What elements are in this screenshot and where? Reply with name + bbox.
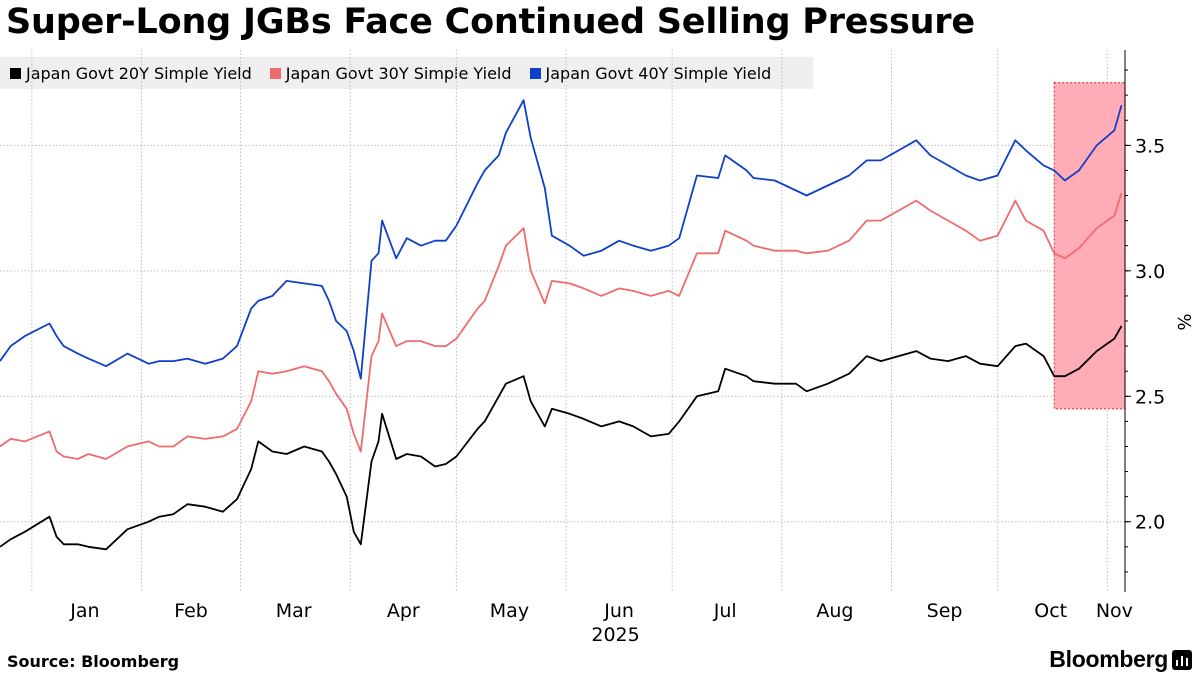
legend: Japan Govt 20Y Simple Yield Japan Govt 3… [0, 57, 813, 89]
legend-label-40y: Japan Govt 40Y Simple Yield [545, 63, 772, 83]
brand-logo: Bloomberg [1049, 646, 1192, 673]
brand-name: Bloomberg [1049, 646, 1168, 672]
x-tick-label: Jun [603, 600, 634, 622]
legend-item-40y: Japan Govt 40Y Simple Yield [529, 63, 772, 83]
grid [0, 50, 1125, 592]
legend-label-20y: Japan Govt 20Y Simple Yield [26, 63, 252, 83]
x-tick-label: Jan [69, 600, 99, 622]
y-tick-label: 3.0 [1135, 261, 1165, 283]
legend-item-30y: Japan Govt 30Y Simple Yield [269, 63, 512, 83]
bloomberg-terminal-icon [1172, 649, 1192, 670]
series-line-1 [0, 192, 1123, 460]
x-tick-label: May [490, 600, 529, 622]
x-tick-label: Nov [1096, 600, 1133, 622]
axes: 2.0 2.5 3.0 3.5% Jan Feb Mar Apr May Jun Jul Aug Sep… [69, 50, 1194, 646]
series-line-0 [0, 325, 1123, 551]
legend-label-30y: Japan Govt 30Y Simple Yield [285, 63, 512, 83]
series-lines [0, 99, 1123, 551]
x-tick-label: Apr [387, 600, 420, 622]
legend-swatch-40y [529, 67, 541, 79]
x-year-label: 2025 [591, 624, 639, 646]
y-tick-label: 3.5 [1135, 135, 1165, 157]
highlight-region [1053, 82, 1126, 410]
y-axis-label: % [1173, 313, 1194, 330]
x-tick-label: Mar [276, 600, 312, 622]
highlight-box [1053, 82, 1126, 410]
y-tick-label: 2.5 [1135, 386, 1165, 408]
x-tick-label: Aug [816, 600, 853, 622]
legend-swatch-20y [10, 67, 21, 79]
x-tick-label: Oct [1034, 600, 1067, 622]
x-tick-label: Sep [927, 600, 963, 622]
x-tick-label: Feb [174, 600, 208, 622]
legend-swatch-30y [269, 67, 281, 79]
x-tick-label: Jul [713, 600, 737, 622]
series-line-2 [0, 99, 1123, 380]
y-tick-label: 2.0 [1135, 512, 1165, 534]
source-note: Source: Bloomberg [7, 652, 180, 671]
legend-item-20y: Japan Govt 20Y Simple Yield [10, 64, 252, 83]
chart-title: Super-Long JGBs Face Continued Selling P… [6, 2, 975, 42]
